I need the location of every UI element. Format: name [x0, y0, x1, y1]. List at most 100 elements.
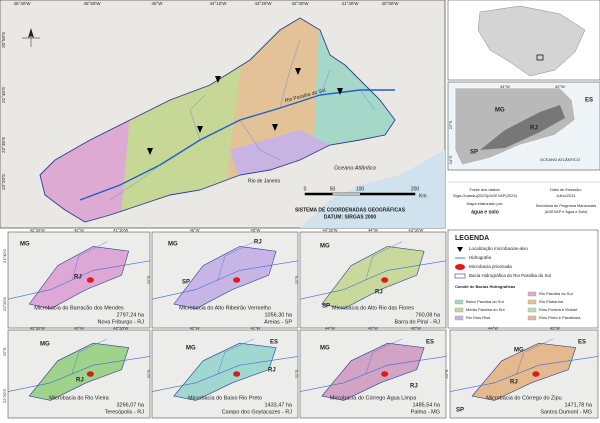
state-label: SP: [470, 150, 478, 156]
brazil-shape: [477, 5, 586, 77]
inset-panel: MG ES RJ Microbacia do Baixo Rio Preto1433,…: [146, 326, 299, 419]
state-label: RJ: [254, 240, 262, 246]
coord-label: 21°40'S: [2, 249, 7, 263]
state-label: MG: [40, 342, 50, 348]
legend-item: Rio Paraíba do Sul: [539, 291, 573, 296]
coord-label: 44°W: [500, 84, 510, 89]
legend-item: Médio Paraíba do Sul: [466, 307, 505, 312]
scale-label: 200: [411, 186, 420, 192]
legend-swatch: [527, 315, 537, 321]
state-label: MG: [495, 108, 505, 114]
inset-panel: MG ES RJ Microbacia do Córrego Água Limpa14…: [294, 326, 447, 419]
panel-river: [516, 338, 554, 375]
state-label: RJ: [375, 290, 383, 296]
location-marker: [272, 124, 278, 131]
coord-label: 21°S: [444, 369, 449, 378]
panel-river: [217, 241, 255, 281]
panel-place: Nova Friburgo - RJ: [98, 319, 145, 325]
location-marker: [215, 76, 221, 83]
coord-label: 43°20'W: [255, 1, 273, 6]
tributary: [109, 164, 161, 201]
panel-area: 2797,24 ha: [116, 312, 144, 318]
credit: Mapa elaborado por:: [467, 201, 504, 206]
tributary: [319, 69, 331, 96]
legend-symbol: [457, 247, 463, 252]
scale-label: 100: [356, 186, 365, 192]
coord-label: 41°30'W: [113, 228, 128, 233]
ocean-label: OCEANO ATLÂNTICO: [540, 157, 580, 162]
credit: Fonte dos dados:: [470, 187, 501, 192]
credit: Julho/2021: [556, 193, 576, 198]
prioritized-basin: [233, 371, 241, 377]
credit: (AGEVAP e Água e Solo): [545, 210, 588, 214]
panel-river: [217, 338, 255, 375]
panel-basin: [471, 342, 577, 401]
state-label: SP: [322, 304, 330, 310]
coord-label: 43°30'W: [408, 228, 423, 233]
coord-label: 45°W: [151, 1, 163, 6]
state-label: RJ: [74, 275, 82, 281]
north-arrow-cross: [22, 29, 40, 47]
legend-subtitle: Comitê de Bacias Hidrográficas: [455, 284, 516, 289]
legend-frame: [447, 229, 599, 329]
coord-label: 43°30'W: [30, 326, 45, 331]
panel-basin: [28, 246, 130, 310]
panel-place: Areias - SP: [264, 319, 292, 325]
coord-label: 43°W: [550, 326, 560, 331]
panel-area: 1056,30 ha: [264, 312, 292, 318]
prioritized-basin: [381, 277, 389, 283]
coord-label: 42°30'W: [292, 1, 310, 6]
coord-label: 40°50'W: [382, 1, 400, 6]
coord-label: 22°30'S: [1, 137, 6, 153]
panel-place: Palma - MG: [411, 409, 440, 415]
panel-title: Microbacia do Baixo Rio Preto: [188, 395, 262, 401]
panel-area: 760,08 ha: [416, 312, 441, 318]
scale-label: 0: [304, 186, 307, 192]
tributary: [359, 89, 376, 111]
inset-panel: MG RJ SP Microbacia do Alto Ribeirão Vermel…: [146, 228, 299, 329]
state-label: ES: [426, 340, 434, 346]
coord-label: 20°50'S: [1, 32, 6, 48]
panel-title: Microbacia do Córrego Água Limpa: [330, 394, 417, 401]
coord-label: 22°S: [2, 347, 7, 356]
panel-area: 1433,47 ha: [264, 402, 292, 408]
inset-panel: MG RJ SP Microbacia do Alto Rio das Flores7…: [294, 228, 447, 329]
legend-swatch: [527, 307, 537, 313]
coord-label: 23°20'S: [1, 174, 6, 190]
coord-label: 22°20'S: [2, 297, 7, 311]
coord-label: 44°W: [325, 326, 335, 331]
credit: Siga-Guandu(2023)/AGEVAP(2023): [453, 193, 518, 198]
state-label: SP: [182, 280, 190, 286]
coord-label: 22°S: [448, 120, 453, 129]
coord-label: 42°W: [74, 228, 84, 233]
panel-area: 3266,07 ha: [116, 402, 144, 408]
coord-label: 46°40'W: [14, 1, 32, 6]
legend-item: Hidrografia: [469, 255, 492, 260]
panel-place: Teresópolis - RJ: [105, 409, 145, 415]
markers: [147, 68, 343, 155]
tributary: [279, 39, 301, 109]
credit: Data de Emissão:: [550, 187, 582, 192]
legend-item: Microbacia priorizada: [469, 264, 512, 269]
datum: DATUM: SIRGAS 2000: [324, 214, 377, 220]
coord-label: 22°20'S: [2, 389, 7, 403]
legend-item: Rios Pomba e Muriaé: [539, 307, 578, 312]
ocean: [300, 150, 445, 228]
panel-river: [71, 338, 108, 375]
coord-label: 42°W: [555, 84, 565, 89]
inset-panel: MG RJ Microbacia do Rio Vieira 3266,07 haTe…: [2, 326, 151, 419]
panel-title: Microbacia do Barracão dos Mendes: [34, 305, 124, 311]
coord-label: 45°W: [251, 228, 261, 233]
panel-basin: [173, 342, 277, 401]
legend-swatch: [527, 299, 537, 305]
coord-label: 43°W: [74, 326, 84, 331]
prioritized-basin: [233, 277, 241, 283]
prioritized-basin: [381, 371, 389, 377]
panel-place: Campo dos Goytacazes - RJ: [222, 409, 293, 415]
inset-panel: MG RJ Microbacia do Barracão dos Mendes279…: [2, 228, 151, 329]
coord-label: 42°30'W: [113, 326, 128, 331]
state-label: MG: [514, 348, 524, 354]
state-label: MG: [168, 242, 178, 248]
